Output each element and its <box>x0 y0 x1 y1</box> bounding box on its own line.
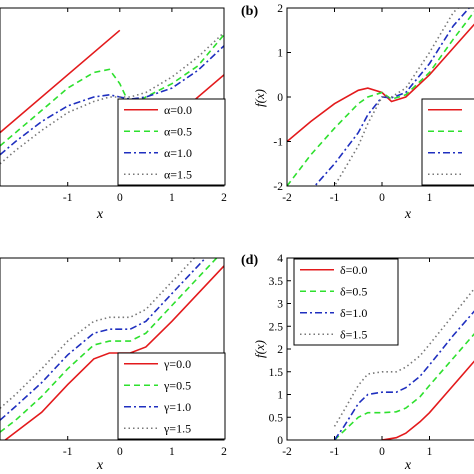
legend-d: δ=0.0 δ=0.5 δ=1.0 δ=1.5 <box>293 258 399 346</box>
x-axis-label: x <box>96 458 104 473</box>
y-tick-label: 1 <box>277 48 283 60</box>
y-tick-label: 1.5 <box>269 367 284 379</box>
x-tick-label: -1 <box>330 192 340 204</box>
x-tick-label: 0 <box>117 446 123 458</box>
x-tick-label: 1 <box>169 446 175 458</box>
y-tick-label: 0.5 <box>269 412 284 424</box>
x-tick-label: 0 <box>379 192 385 204</box>
series-group <box>0 258 224 440</box>
y-tick-label: -2 <box>273 181 283 193</box>
panel-a: -1 0 1 2 x α=0.0 α=0.5 α=1.0 α=1.5 <box>0 7 227 222</box>
x-tick-label: -2 <box>282 192 292 204</box>
legend-label: α=0.0 <box>164 103 192 117</box>
legend-label: α=0.5 <box>164 124 192 138</box>
series-group <box>333 287 474 440</box>
series-line-a-1 <box>0 34 224 147</box>
y-tick-label: 2 <box>277 3 283 15</box>
y-tick-label: 4 <box>277 253 283 265</box>
legend-c: γ=0.0 γ=0.5 γ=1.0 γ=1.5 <box>117 352 226 440</box>
y-tick-label: 2 <box>277 344 283 356</box>
legend-label: α=1.5 <box>164 167 192 181</box>
legend-label: γ=0.0 <box>163 357 191 371</box>
series-line-b-1 <box>287 10 474 186</box>
y-tick-label: 0 <box>277 92 283 104</box>
legend-label: γ=0.5 <box>163 378 191 392</box>
series-line-c-3 <box>0 258 196 409</box>
series-line-d-3 <box>333 287 474 427</box>
x-tick-label: -1 <box>63 192 73 204</box>
x-tick-label: 0 <box>117 192 123 204</box>
legend-box <box>117 98 226 186</box>
legend-label: δ=0.0 <box>340 263 367 277</box>
y-axis-label: f(x) <box>252 89 267 107</box>
x-tick-label: 2 <box>221 446 227 458</box>
legend-box <box>117 352 226 440</box>
x-tick-label: 0 <box>379 446 385 458</box>
series-line-b-2 <box>313 8 471 186</box>
axes-frame-c <box>0 257 225 441</box>
x-axis-label: x <box>404 207 412 222</box>
legend-label: δ=0.5 <box>340 284 367 298</box>
x-tick-label: 1 <box>427 446 433 458</box>
legend-a: α=0.0 α=0.5 α=1.0 α=1.5 <box>117 98 226 186</box>
panel-c: -1 0 1 2 x γ=0.0 γ=0.5 γ=1.0 γ=1.5 <box>0 257 227 473</box>
y-axis-label: f(x) <box>252 340 267 358</box>
series-line-a-2 <box>0 45 224 156</box>
axes-frame-a <box>0 7 225 187</box>
panel-b: -2 -1 0 1 -2 -1 0 1 2 x f(x) (b) <box>241 3 474 222</box>
x-tick-label: 1 <box>169 192 175 204</box>
series-group <box>287 8 474 186</box>
panel-label: (d) <box>241 253 258 268</box>
series-line-d-0 <box>381 360 474 440</box>
y-tick-label: -1 <box>273 137 283 149</box>
x-tick-label: -2 <box>282 446 292 458</box>
series-line-d-1 <box>333 333 474 440</box>
legend-box <box>293 258 399 346</box>
panel-label: (b) <box>241 4 258 19</box>
x-axis-label: x <box>404 458 412 473</box>
y-tick-label: 1 <box>277 390 283 402</box>
y-tick-label: 0 <box>277 435 283 447</box>
series-line-c-0 <box>3 265 224 440</box>
series-line-c-2 <box>0 258 207 421</box>
legend-label: δ=1.0 <box>340 306 367 320</box>
legend-label: γ=1.0 <box>163 400 191 414</box>
panel-d: -2 -1 0 100.511.522.533.54xf(x)(d)δ=0.0δ=0.… <box>241 253 474 473</box>
legend-label: γ=1.5 <box>163 421 191 435</box>
y-tick-label: 3.5 <box>269 276 284 288</box>
x-tick-label: -1 <box>330 446 340 458</box>
x-tick-label: 2 <box>221 192 227 204</box>
legend-label: α=1.0 <box>164 146 192 160</box>
legend-b <box>421 98 474 186</box>
legend-label: δ=1.5 <box>340 327 367 341</box>
legend-box <box>421 98 474 186</box>
x-tick-label: 1 <box>427 192 433 204</box>
y-tick-label: 2.5 <box>269 321 284 333</box>
y-tick-label: 3 <box>277 299 283 311</box>
series-line-a-0-0 <box>0 29 121 134</box>
series-line-d-2 <box>333 310 474 440</box>
x-tick-label: -1 <box>63 446 73 458</box>
x-axis-label: x <box>96 207 104 222</box>
